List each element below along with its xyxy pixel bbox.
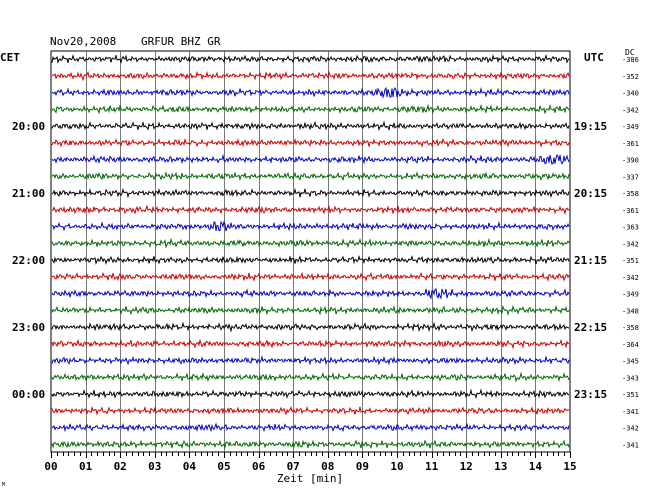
- dc-offset-label: -349: [622, 291, 639, 299]
- x-tick-label: 14: [529, 460, 543, 473]
- dc-offset-label: -351: [622, 391, 639, 399]
- dc-offset-label: -390: [622, 157, 639, 165]
- labels: Nov20,2008 GRFUR BHZ GR CET UTC DC Zeit …: [0, 35, 639, 488]
- right-timezone-label: UTC: [584, 51, 604, 64]
- date-label: Nov20,2008: [50, 35, 116, 48]
- trace-row-18: [51, 355, 570, 366]
- dc-offset-label: -358: [622, 324, 639, 332]
- x-tick-label: 11: [425, 460, 439, 473]
- trace-row-13: [51, 271, 570, 283]
- dc-offset-label: -363: [622, 224, 639, 232]
- left-time-label: 23:00: [12, 321, 45, 334]
- dc-offset-label: -343: [622, 374, 639, 382]
- left-timezone-label: CET: [0, 51, 20, 64]
- right-time-label: 19:15: [574, 120, 607, 133]
- trace-row-8: [51, 187, 570, 199]
- trace-row-23: [51, 439, 570, 450]
- right-time-label: 21:15: [574, 254, 607, 267]
- trace-row-21: [51, 405, 570, 416]
- x-tick-label: 10: [390, 460, 403, 473]
- x-tick-label: 05: [217, 460, 230, 473]
- x-tick-label: 09: [356, 460, 369, 473]
- traces: [51, 53, 570, 450]
- dc-offset-label: -342: [622, 240, 639, 248]
- dc-offset-label: -352: [622, 73, 639, 81]
- dc-offset-label: -342: [622, 425, 639, 433]
- trace-row-22: [51, 422, 570, 433]
- x-tick-label: 06: [252, 460, 266, 473]
- trace-row-14: [51, 288, 570, 300]
- trace-row-5: [51, 137, 570, 148]
- dc-offset-label: -337: [622, 173, 639, 181]
- dc-offset-label: -386: [622, 56, 639, 64]
- dc-header-label: DC: [625, 48, 635, 57]
- x-tick-label: 00: [44, 460, 57, 473]
- plot-frame: [50, 50, 571, 453]
- trace-row-7: [51, 171, 570, 182]
- trace-row-1: [51, 70, 570, 82]
- x-axis-label: Zeit [min]: [277, 472, 343, 485]
- grid: [50, 50, 571, 458]
- x-tick-label: 15: [563, 460, 576, 473]
- x-tick-label: 01: [79, 460, 93, 473]
- dc-offset-label: -345: [622, 358, 639, 366]
- dc-offset-label: -351: [622, 257, 639, 265]
- right-time-label: 23:15: [574, 388, 607, 401]
- trace-row-11: [51, 237, 570, 249]
- dc-offset-label: -361: [622, 207, 639, 215]
- trace-row-15: [51, 304, 570, 316]
- dc-offset-label: -340: [622, 90, 639, 98]
- x-tick-label: 08: [321, 460, 334, 473]
- right-time-label: 22:15: [574, 321, 607, 334]
- left-time-label: 21:00: [12, 187, 45, 200]
- trace-row-6: [51, 153, 570, 165]
- x-tick-label: 12: [460, 460, 473, 473]
- trace-row-4: [51, 120, 570, 131]
- left-time-label: 20:00: [12, 120, 45, 133]
- dc-offset-label: -341: [622, 408, 639, 416]
- x-tick-label: 03: [148, 460, 161, 473]
- x-tick-label: 04: [183, 460, 197, 473]
- corner-mark: M: [2, 482, 5, 488]
- trace-row-2: [51, 86, 570, 99]
- dc-offset-label: -342: [622, 274, 639, 282]
- trace-row-19: [51, 371, 570, 383]
- trace-row-3: [51, 103, 570, 115]
- dc-offset-label: -358: [622, 190, 639, 198]
- dc-offset-label: -341: [622, 441, 639, 449]
- dc-offset-label: -348: [622, 307, 639, 315]
- x-tick-label: 02: [114, 460, 127, 473]
- trace-row-9: [51, 204, 570, 216]
- dc-offset-label: -361: [622, 140, 639, 148]
- left-time-label: 22:00: [12, 254, 45, 267]
- dc-offset-label: -342: [622, 106, 639, 114]
- trace-row-0: [51, 53, 570, 65]
- trace-row-17: [51, 338, 570, 350]
- left-time-label: 00:00: [12, 388, 45, 401]
- station-label: GRFUR BHZ GR: [141, 35, 221, 48]
- dc-offset-label: -349: [622, 123, 639, 131]
- dc-offset-label: -364: [622, 341, 639, 349]
- trace-row-20: [51, 388, 570, 400]
- trace-row-12: [51, 254, 570, 266]
- trace-row-16: [51, 321, 570, 333]
- x-tick-label: 13: [494, 460, 507, 473]
- right-time-label: 20:15: [574, 187, 607, 200]
- x-tick-label: 07: [287, 460, 300, 473]
- trace-row-10: [51, 220, 570, 232]
